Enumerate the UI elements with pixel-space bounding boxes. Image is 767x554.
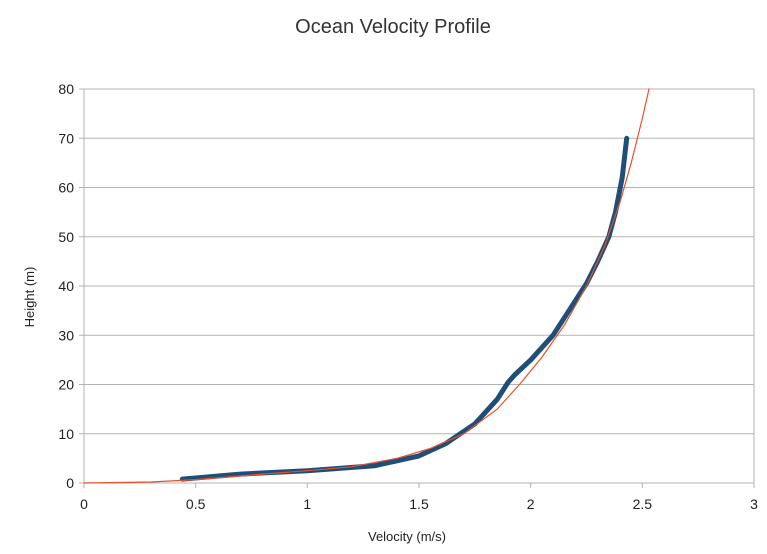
x-tick-label: 0.5: [186, 496, 206, 512]
chart-title: Ocean Velocity Profile: [295, 16, 491, 38]
x-tick-label: 2.5: [633, 496, 653, 512]
y-axis-label: Height (m): [22, 267, 37, 328]
y-axis-ticks: 0 10 20 30 40 50 60 70 80: [58, 81, 84, 491]
x-axis-ticks: 0 0.5 1 1.5 2 2.5 3: [80, 483, 758, 512]
x-tick-label: 1.5: [409, 496, 429, 512]
series-line-fit: [83, 88, 650, 484]
x-tick-label: 2: [527, 496, 535, 512]
y-tick-label: 50: [58, 229, 74, 245]
x-axis-label: Velocity (m/s): [368, 529, 446, 544]
x-tick-label: 0: [80, 496, 88, 512]
y-tick-label: 30: [58, 327, 74, 343]
y-tick-label: 60: [58, 180, 74, 196]
series-line-measured: [179, 135, 630, 482]
gridlines: [84, 88, 754, 435]
y-tick-label: 20: [58, 377, 74, 393]
y-tick-label: 80: [58, 81, 74, 97]
y-tick-label: 70: [58, 130, 74, 146]
x-tick-label: 3: [750, 496, 758, 512]
series-group: [83, 88, 650, 484]
x-tick-label: 1: [303, 496, 311, 512]
y-tick-label: 40: [58, 278, 74, 294]
y-tick-label: 10: [58, 426, 74, 442]
y-tick-label: 0: [66, 475, 74, 491]
